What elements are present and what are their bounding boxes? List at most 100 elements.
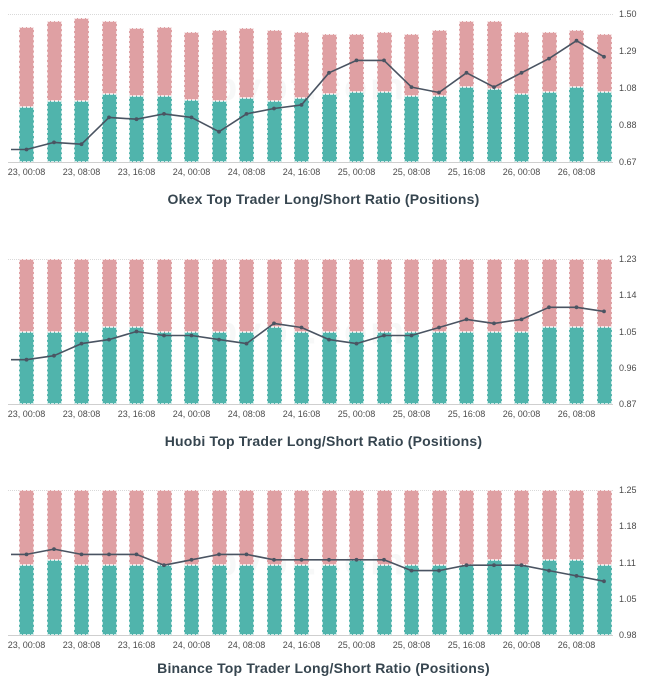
- long-bar-segment: [321, 565, 337, 635]
- x-tick-label: 25, 00:08: [337, 167, 376, 177]
- short-bar-segment: [19, 490, 34, 566]
- short-bar-segment: [404, 33, 419, 97]
- long-bar-segment: [211, 101, 227, 162]
- x-tick-label: 26, 00:08: [502, 167, 541, 177]
- long-bar-segment: [129, 96, 144, 162]
- long-bar-segment: [596, 92, 612, 162]
- x-tick-label: 25, 00:08: [337, 640, 376, 650]
- short-bar-segment: [541, 31, 557, 93]
- x-tick-label: 23, 16:08: [117, 409, 156, 419]
- okex-chart-title: Okex Top Trader Long/Short Ratio (Positi…: [167, 191, 480, 207]
- long-bar-segment: [321, 331, 337, 404]
- short-bar-segment: [404, 490, 419, 566]
- short-bar-segment: [569, 30, 584, 88]
- long-bar-segment: [266, 101, 282, 162]
- short-bar-segment: [156, 259, 172, 332]
- short-bar-segment: [74, 490, 89, 566]
- short-bar-segment: [376, 259, 392, 332]
- short-bar-segment: [211, 259, 227, 332]
- short-bar-segment: [349, 259, 364, 332]
- short-bar-segment: [569, 259, 584, 328]
- short-bar-segment: [514, 31, 529, 95]
- long-bar-segment: [156, 96, 172, 162]
- long-bar-segment: [294, 97, 309, 162]
- long-bar-segment: [486, 559, 502, 635]
- short-bar-segment: [294, 259, 309, 332]
- y-tick-label: 1.18: [619, 521, 637, 532]
- long-bar-segment: [431, 565, 447, 635]
- huobi-x-axis: 23, 00:08 23, 08:08 23, 16:08 24, 00:08 24, …: [8, 405, 613, 421]
- long-bar-segment: [486, 88, 502, 162]
- short-bar-segment: [486, 21, 502, 89]
- short-bar-segment: [541, 490, 557, 560]
- short-bar-segment: [129, 490, 144, 566]
- short-bar-segment: [294, 490, 309, 566]
- long-bar-segment: [74, 101, 89, 162]
- y-tick-label: 1.23: [619, 254, 637, 264]
- short-bar-segment: [431, 259, 447, 332]
- x-tick-label: 25, 16:08: [447, 167, 486, 177]
- y-tick-label: 0.67: [619, 157, 637, 167]
- y-tick-label: 0.87: [619, 399, 637, 409]
- short-bar-segment: [239, 259, 254, 332]
- short-bar-segment: [211, 30, 227, 102]
- x-tick-label: 23, 16:08: [117, 167, 156, 177]
- short-bar-segment: [101, 21, 117, 95]
- long-bar-segment: [266, 327, 282, 404]
- long-bar-segment: [239, 331, 254, 404]
- long-bar-segment: [74, 565, 89, 635]
- long-bar-segment: [596, 327, 612, 404]
- short-bar-segment: [46, 21, 62, 102]
- short-bar-segment: [321, 490, 337, 566]
- short-bar-segment: [349, 33, 364, 93]
- short-bar-segment: [266, 259, 282, 328]
- short-bar-segment: [596, 259, 612, 328]
- long-bar-segment: [486, 331, 502, 404]
- long-bar-segment: [514, 331, 529, 404]
- short-bar-segment: [266, 30, 282, 102]
- long-bar-segment: [19, 565, 34, 635]
- x-tick-label: 23, 16:08: [117, 640, 156, 650]
- x-tick-label: 23, 00:08: [7, 640, 46, 650]
- short-bar-segment: [184, 31, 199, 100]
- long-bar-segment: [404, 331, 419, 404]
- x-tick-label: 24, 16:08: [282, 640, 321, 650]
- long-bar-segment: [184, 331, 199, 404]
- long-bar-segment: [596, 565, 612, 635]
- binance-x-axis: 23, 00:08 23, 08:08 23, 16:08 24, 00:08 24, …: [8, 636, 613, 652]
- x-tick-label: 26, 08:08: [557, 167, 596, 177]
- long-bar-segment: [156, 565, 172, 635]
- long-bar-segment: [74, 331, 89, 404]
- short-bar-segment: [19, 259, 34, 332]
- short-bar-segment: [101, 490, 117, 566]
- short-bar-segment: [19, 26, 34, 107]
- binance-chart-title: Binance Top Trader Long/Short Ratio (Pos…: [157, 660, 490, 676]
- huobi-plot-area[interactable]: bybt.com 1.23 1.14 1.05 0.96 0.87: [8, 254, 637, 409]
- short-bar-segment: [129, 28, 144, 97]
- x-tick-label: 25, 08:08: [392, 167, 431, 177]
- okex-x-axis: 23, 00:08 23, 08:08 23, 16:08 24, 00:08 24, …: [8, 163, 613, 179]
- y-tick-label: 1.11: [619, 557, 636, 568]
- short-bar-segment: [239, 28, 254, 98]
- x-tick-label: 26, 00:08: [502, 409, 541, 419]
- y-tick-label: 1.50: [619, 9, 637, 19]
- short-bar-segment: [184, 490, 199, 566]
- x-tick-label: 23, 08:08: [62, 640, 101, 650]
- long-bar-segment: [404, 96, 419, 162]
- x-tick-label: 24, 16:08: [282, 167, 321, 177]
- short-bar-segment: [514, 259, 529, 332]
- long-bar-segment: [239, 565, 254, 635]
- binance-plot-area[interactable]: bybt.com 1.25 1.18 1.11 1.05 0.98: [8, 485, 637, 640]
- long-bar-segment: [46, 101, 62, 162]
- okex-plot-area[interactable]: bybt.com 1.50 1.29 1.08 0.88 0.67: [8, 9, 637, 167]
- long-bar-segment: [459, 565, 474, 635]
- short-bar-segment: [74, 17, 89, 102]
- x-tick-label: 24, 16:08: [282, 409, 321, 419]
- short-bar-segment: [376, 490, 392, 566]
- long-bar-segment: [376, 565, 392, 635]
- short-bar-segment: [596, 490, 612, 566]
- x-tick-label: 24, 08:08: [227, 640, 266, 650]
- short-bar-segment: [349, 490, 364, 560]
- short-bar-segment: [46, 490, 62, 560]
